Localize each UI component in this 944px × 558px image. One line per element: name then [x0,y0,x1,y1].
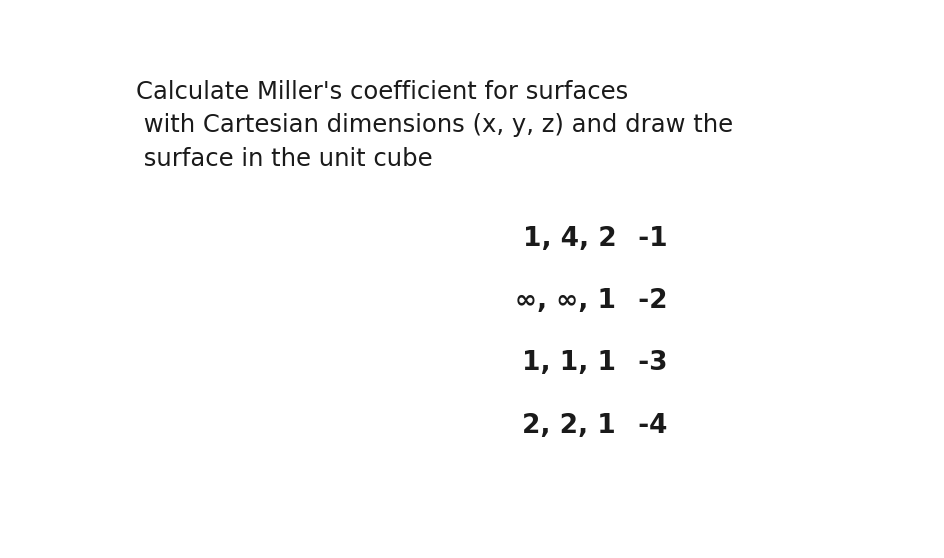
Text: Calculate Miller's coefficient for surfaces
 with Cartesian dimensions (x, y, z): Calculate Miller's coefficient for surfa… [136,80,733,171]
Text: 2, 2, 1: 2, 2, 1 [522,413,615,439]
Text: -1: -1 [619,226,666,252]
Text: ∞, ∞, 1: ∞, ∞, 1 [514,288,615,314]
Text: 1, 1, 1: 1, 1, 1 [522,350,615,377]
Text: -3: -3 [619,350,666,377]
Text: 1, 4, 2: 1, 4, 2 [522,226,615,252]
Text: -4: -4 [619,413,666,439]
Text: -2: -2 [619,288,666,314]
